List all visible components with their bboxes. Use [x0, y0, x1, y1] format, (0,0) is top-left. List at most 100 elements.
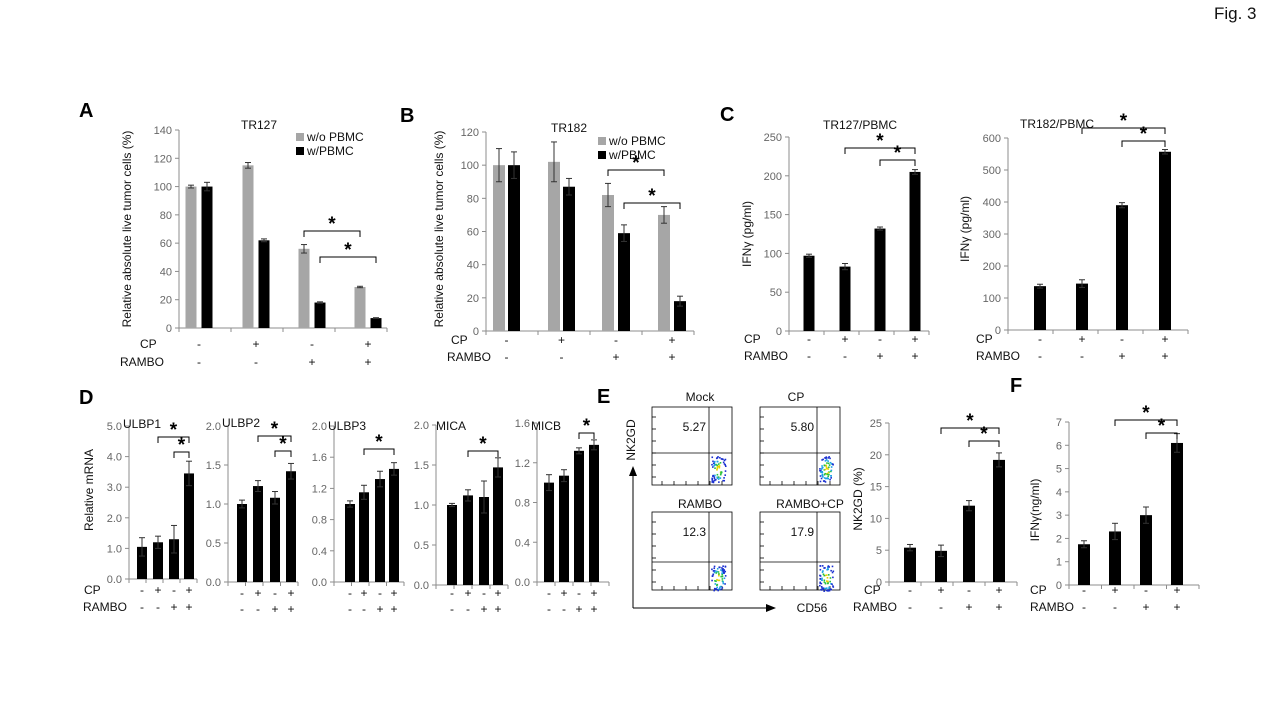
cell-dot [832, 570, 835, 573]
bar-series-0 [137, 546, 147, 579]
cell-dot [723, 571, 725, 574]
cell-dot [829, 457, 831, 460]
y-tick-label: 0 [473, 326, 479, 338]
cell-dot [724, 474, 727, 476]
significance-star: * [876, 131, 884, 152]
cp-sign: - [348, 586, 352, 600]
y-tick-label: 3 [1056, 510, 1062, 522]
cell-dot [716, 464, 719, 467]
y-tick-label: 200 [983, 261, 1001, 273]
rambo-sign: - [197, 355, 201, 369]
cell-dot [716, 583, 719, 586]
y-tick-label: 4 [1056, 487, 1062, 499]
bar-series-1 [559, 475, 569, 582]
y-tick-label: 0 [876, 577, 882, 589]
cell-dot [828, 589, 831, 592]
cell-dot [721, 578, 724, 580]
cp-sign: - [908, 583, 912, 597]
bar-series-2 [375, 479, 385, 582]
cell-dot [720, 585, 722, 588]
y-tick-label: 0 [995, 325, 1001, 337]
rambo-sign: + [494, 602, 501, 616]
cell-dot [724, 575, 727, 577]
legend-label: w/o PBMC [306, 130, 364, 144]
cp-sign: - [1144, 583, 1148, 597]
y-axis-label: IFNγ(ng/ml) [1028, 479, 1042, 542]
cell-dot [821, 474, 824, 477]
chart-c2: 0 100 200 300 400 500 600 - + - + - - + + CP RAMBO TR182/… [958, 111, 1189, 363]
legend-label: w/PBMC [608, 148, 656, 162]
cp-sign: + [252, 337, 259, 351]
cell-dot [824, 457, 826, 459]
y-tick-label: 80 [467, 193, 479, 205]
y-tick-label: 100 [764, 248, 782, 260]
bar-wopbmc-0 [185, 186, 197, 328]
cell-dot [824, 574, 827, 577]
cell-dot [821, 565, 824, 567]
cell-dot [830, 469, 833, 472]
cell-dot [829, 461, 832, 464]
cell-dot [826, 580, 829, 583]
bar-series-0 [544, 482, 554, 582]
rambo-sign: + [287, 602, 294, 616]
cp-sign: - [172, 583, 176, 597]
cell-dot [819, 577, 822, 580]
cell-dot [721, 567, 723, 569]
y-tick-label: 1.2 [312, 483, 327, 495]
y-tick-label: 2.0 [312, 421, 327, 433]
y-tick-label: 100 [461, 160, 479, 172]
rambo-sign: + [480, 602, 487, 616]
chart-b: 0 20 40 60 80 100 120 - + - + - - + + CP RAMBO TR182 Relat… [400, 105, 695, 364]
cell-dot [724, 458, 727, 461]
y-tick-label: 6 [1056, 440, 1062, 452]
panel-label: E [597, 386, 610, 408]
cell-dot [711, 463, 713, 466]
cell-dot [724, 465, 727, 468]
y-tick-label: 80 [160, 210, 172, 222]
cell-dot [823, 464, 826, 467]
cell-dot [713, 587, 716, 590]
cell-dot [831, 571, 834, 574]
cell-dot [822, 588, 825, 590]
bar-series-1 [253, 486, 263, 582]
y-tick-label: 1.6 [515, 418, 530, 430]
cell-dot [824, 567, 826, 569]
y-axis-label: Relative absolute live tumor cells (%) [120, 131, 134, 328]
cell-dot [827, 566, 829, 568]
bar-wopbmc-1 [548, 161, 560, 331]
y-tick-label: 250 [764, 132, 782, 144]
cell-dot [830, 474, 832, 477]
y-tick-label: 0.0 [107, 574, 122, 586]
rambo-sign: + [308, 355, 315, 369]
bar-series-2 [963, 505, 975, 582]
y-tick-label: 40 [160, 266, 172, 278]
cell-dot [827, 574, 830, 576]
legend-swatch [296, 147, 304, 155]
cell-dot [718, 587, 721, 590]
significance-star: * [344, 240, 352, 261]
cell-dot [822, 573, 825, 576]
rambo-sign: + [364, 355, 371, 369]
cell-dot [828, 586, 830, 589]
cell-dot [824, 587, 827, 590]
cp-sign: - [807, 332, 811, 346]
rambo-sign: - [140, 600, 144, 614]
cell-dot [821, 471, 824, 474]
cell-dot [723, 479, 726, 482]
cell-dot [825, 464, 828, 467]
y-tick-label: 500 [983, 165, 1001, 177]
cell-dot [718, 573, 720, 575]
cell-dot [819, 581, 821, 584]
cell-dot [716, 460, 719, 463]
cell-dot [715, 478, 717, 481]
cell-dot [724, 570, 727, 573]
cell-dot [820, 471, 822, 474]
cell-dot [830, 466, 833, 468]
cell-dot [827, 457, 829, 459]
significance-star: * [1140, 124, 1148, 145]
rambo-sign: - [1080, 349, 1084, 363]
bar-wopbmc-3 [354, 286, 366, 328]
cell-dot [825, 459, 828, 461]
y-tick-label: 0 [776, 326, 782, 338]
significance-star: * [1158, 416, 1166, 437]
